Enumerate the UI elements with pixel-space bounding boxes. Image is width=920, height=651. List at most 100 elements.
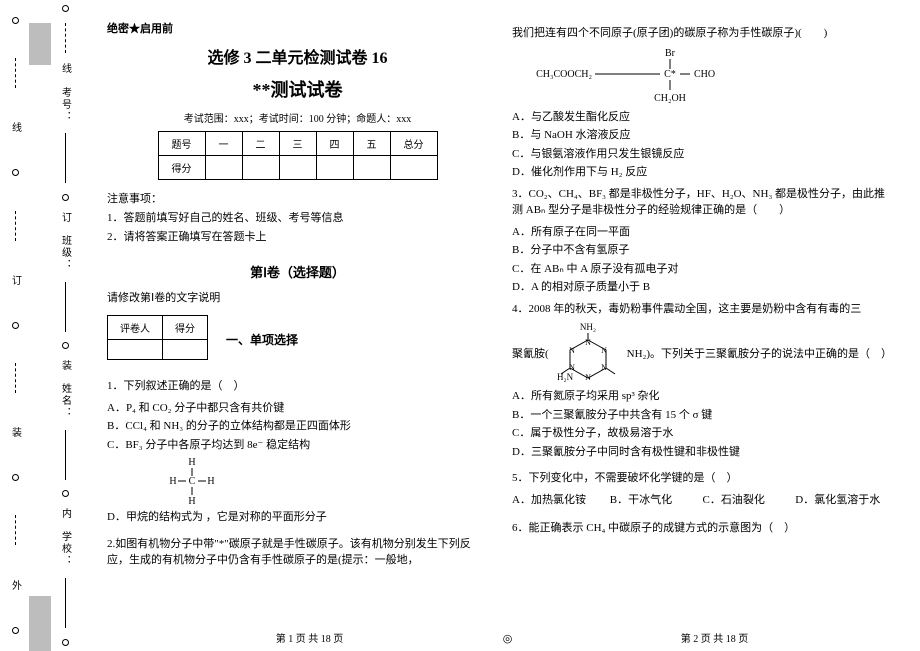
outer-margin-column: 线 订 装 外 bbox=[5, 0, 25, 651]
score-header: 题号 bbox=[158, 132, 205, 156]
option: B．与 NaOH 水溶液反应 bbox=[512, 127, 893, 144]
footer-separator: ◎ bbox=[503, 632, 513, 645]
score-table: 题号 一 二 三 四 五 总分 得分 bbox=[158, 131, 438, 180]
option: A．加热氯化铵 bbox=[512, 492, 607, 509]
svg-text:NH₂: NH₂ bbox=[580, 322, 596, 332]
svg-text:N: N bbox=[569, 363, 575, 372]
score-header: 一 bbox=[205, 132, 242, 156]
table-row: 得分 bbox=[158, 156, 437, 180]
dashed-line bbox=[15, 363, 16, 393]
option: C．石油裂化 bbox=[703, 492, 793, 509]
option: D．三聚氰胺分子中同时含有极性键和非极性键 bbox=[512, 444, 893, 461]
reviewer-table: 评卷人 得分 bbox=[107, 315, 208, 360]
methane-structure-diagram: H H C H H bbox=[167, 457, 488, 505]
score-cell bbox=[242, 156, 279, 180]
inner-margin-column: 线 考号： 订 班级： 装 姓名： 内 学校： bbox=[55, 0, 75, 651]
dashed-line bbox=[65, 23, 66, 53]
option: A．所有原子在同一平面 bbox=[512, 224, 893, 241]
question: 4．2008 年的秋天，毒奶粉事件震动全国，这主要是奶粉中含有有毒的三 bbox=[512, 301, 893, 318]
option: C．BF₃ 分子中各原子均达到 8e⁻ 稳定结构 bbox=[107, 437, 488, 454]
option: A．与乙酸发生酯化反应 bbox=[512, 109, 893, 126]
svg-text:N: N bbox=[601, 346, 607, 355]
score-header: 总分 bbox=[390, 132, 437, 156]
section-note: 请修改第Ⅰ卷的文字说明 bbox=[107, 289, 488, 305]
exam-meta: 考试范围：xxx；考试时间：100 分钟；命题人：xxx bbox=[107, 110, 488, 125]
mol-label: Br bbox=[665, 48, 676, 59]
margin-circle bbox=[12, 627, 19, 634]
dashed-line bbox=[15, 58, 16, 88]
margin-label-outer: 外 bbox=[8, 580, 23, 593]
gray-bar-bottom bbox=[29, 596, 51, 651]
field-line bbox=[65, 133, 66, 183]
option: A．所有氮原子均采用 sp³ 杂化 bbox=[512, 388, 893, 405]
chiral-molecule-diagram: Br CH₃COOCH₂ C* CHO CH₂OH bbox=[532, 47, 893, 105]
svg-text:H₂N: H₂N bbox=[557, 372, 574, 382]
margin-circle bbox=[62, 342, 69, 349]
page-2: 我们把连有四个不同原子(原子团)的碳原子称为手性碳原子)( ) Br CH₃CO… bbox=[500, 0, 905, 651]
field-line bbox=[65, 282, 66, 332]
score-cell bbox=[279, 156, 316, 180]
score-row-label: 得分 bbox=[158, 156, 205, 180]
confidential-label: 绝密★启用前 bbox=[107, 20, 488, 36]
reviewer-row: 评卷人 得分 一、单项选择 bbox=[107, 315, 488, 364]
mol-label: CHO bbox=[694, 69, 715, 80]
score-cell bbox=[353, 156, 390, 180]
option-row: A．加热氯化铵 B．干冰气化 C．石油裂化 D．氯化氢溶于水 bbox=[512, 492, 893, 509]
option: D．A 的相对原子质量小于 B bbox=[512, 279, 893, 296]
score-header: 四 bbox=[316, 132, 353, 156]
melamine-suffix: NH₂)。下列关于三聚氰胺分子的说法中正确的是（ ） bbox=[627, 345, 892, 361]
field-line bbox=[65, 578, 66, 628]
option: C．在 ABₙ 中 A 原子没有孤电子对 bbox=[512, 261, 893, 278]
melamine-prefix: 聚氰胺( bbox=[512, 345, 549, 361]
margin-label-inner: 订 bbox=[58, 212, 73, 225]
option: C．属于极性分子，故极易溶于水 bbox=[512, 425, 893, 442]
option-text-pre: D．甲烷的结构式为 bbox=[107, 511, 203, 523]
field-label: 学校： bbox=[58, 531, 73, 567]
section-heading: 第Ⅰ卷（选择题） bbox=[107, 262, 488, 281]
margin-circle bbox=[62, 639, 69, 646]
option: B．CCl₄ 和 NH₃ 的分子的立体结构都是正四面体形 bbox=[107, 418, 488, 435]
field-label: 姓名： bbox=[58, 383, 73, 419]
page-footer: 第 1 页 共 18 页 bbox=[107, 630, 512, 645]
margin-label-outer: 装 bbox=[8, 427, 23, 440]
question: 2.如图有机物分子中带"*"碳原子就是手性碳原子。该有机物分别发生下列反应，生成… bbox=[107, 536, 488, 569]
question-continuation: 我们把连有四个不同原子(原子团)的碳原子称为手性碳原子)( ) bbox=[512, 25, 893, 42]
option-text-post: ，它是对称的平面形分子 bbox=[206, 511, 327, 523]
pages-container: 绝密★启用前 选修 3 二单元检测试卷 16 **测试试卷 考试范围：xxx；考… bbox=[95, 0, 920, 651]
gray-bar-top bbox=[29, 23, 51, 65]
reviewer-cell bbox=[108, 340, 163, 360]
margin-circle bbox=[12, 169, 19, 176]
mol-label: CH₃COOCH₂ bbox=[536, 69, 592, 80]
margin-label-inner: 内 bbox=[58, 508, 73, 521]
score-cell bbox=[205, 156, 242, 180]
option: A．P₄ 和 CO₂ 分子中都只含有共价键 bbox=[107, 400, 488, 417]
reviewer-cell bbox=[163, 340, 208, 360]
margin-label-outer: 线 bbox=[8, 122, 23, 135]
svg-text:H: H bbox=[169, 476, 176, 487]
table-row bbox=[108, 340, 208, 360]
notice-heading: 注意事项： bbox=[107, 190, 488, 206]
svg-text:H: H bbox=[207, 476, 214, 487]
svg-text:N: N bbox=[569, 346, 575, 355]
notice-item: 1．答题前填写好自己的姓名、班级、考号等信息 bbox=[107, 209, 488, 225]
dashed-line bbox=[15, 211, 16, 241]
subsection-heading: 一、单项选择 bbox=[226, 331, 298, 348]
option: B．分子中不含有氢原子 bbox=[512, 242, 893, 259]
score-cell bbox=[390, 156, 437, 180]
mol-label: C* bbox=[664, 69, 676, 80]
question: 6．能正确表示 CH₄ 中碳原子的成键方式的示意图为（ ） bbox=[512, 520, 893, 537]
margin-circle bbox=[12, 17, 19, 24]
table-row: 题号 一 二 三 四 五 总分 bbox=[158, 132, 437, 156]
margin-circle bbox=[12, 474, 19, 481]
question: 5．下列变化中，不需要破坏化学键的是（ ） bbox=[512, 470, 893, 487]
exam-title: 选修 3 二单元检测试卷 16 bbox=[107, 44, 488, 68]
melamine-structure-diagram: NH₂ N N N N N N H₂N bbox=[553, 322, 623, 384]
margin-label-outer: 订 bbox=[8, 275, 23, 288]
table-row: 评卷人 得分 bbox=[108, 316, 208, 340]
field-label: 班级： bbox=[58, 235, 73, 271]
reviewer-col: 评卷人 bbox=[108, 316, 163, 340]
binding-margin: 线 订 装 外 线 考号： 订 班级： 装 姓名： 内 学校： bbox=[0, 0, 85, 651]
dashed-line bbox=[15, 515, 16, 545]
option: D．催化剂作用下与 H₂ 反应 bbox=[512, 164, 893, 181]
option: C．与银氨溶液作用只发生银镜反应 bbox=[512, 146, 893, 163]
